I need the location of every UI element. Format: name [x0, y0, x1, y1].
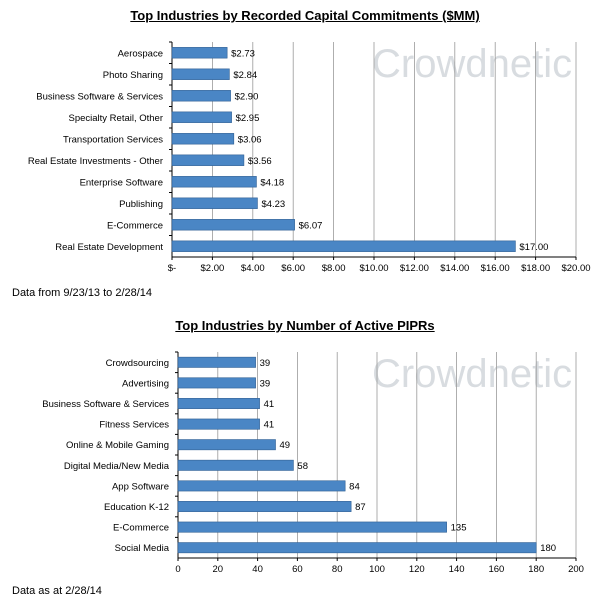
x-tick-label: 20	[213, 564, 224, 575]
bar-value-label: $3.06	[238, 134, 262, 145]
x-tick-label: 160	[488, 564, 504, 575]
category-label: App Software	[112, 481, 169, 492]
bar-value-label: 39	[260, 358, 271, 369]
bar	[177, 542, 537, 554]
bar	[171, 240, 516, 252]
category-label: Photo Sharing	[103, 70, 163, 81]
category-label: Business Software & Services	[42, 399, 169, 410]
x-tick-label: 0	[175, 564, 180, 575]
bar-value-label: $4.18	[260, 177, 284, 188]
bar-value-label: $2.95	[236, 113, 260, 124]
category-label: Aerospace	[118, 48, 163, 59]
x-tick-label: 100	[369, 564, 385, 575]
x-tick-label: $-	[168, 263, 176, 274]
bar	[177, 459, 294, 471]
x-tick-label: $10.00	[359, 263, 388, 274]
active-piprs-chart: Top Industries by Number of Active PIPRs…	[0, 310, 610, 608]
x-tick-label: 60	[292, 564, 303, 575]
bar	[177, 418, 260, 430]
bar	[177, 398, 260, 409]
date-range-note: Data from 9/23/13 to 2/28/14	[12, 287, 153, 299]
bar-value-label: $2.90	[235, 91, 259, 102]
category-label: Transportation Services	[63, 134, 163, 145]
x-tick-label: $16.00	[481, 263, 510, 274]
bar-value-label: 41	[264, 399, 275, 410]
bar-value-label: $6.07	[299, 220, 323, 231]
bar-value-label: 87	[355, 502, 366, 513]
bar	[171, 111, 232, 123]
x-tick-label: $2.00	[201, 263, 225, 274]
bar	[177, 356, 256, 368]
bar-value-label: 135	[451, 523, 467, 534]
bar	[171, 154, 245, 166]
category-label: Business Software & Services	[36, 91, 163, 102]
bar-value-label: $17.00	[519, 242, 548, 253]
category-label: Digital Media/New Media	[64, 461, 170, 472]
x-tick-label: 180	[528, 564, 544, 575]
bar	[171, 219, 295, 231]
category-label: Specialty Retail, Other	[68, 113, 163, 124]
bar	[177, 439, 276, 451]
category-label: Real Estate Investments - Other	[28, 156, 163, 167]
watermark-text: Crowdnetic	[372, 42, 572, 86]
x-tick-label: $6.00	[281, 263, 305, 274]
category-label: Enterprise Software	[80, 177, 163, 188]
bar	[171, 197, 258, 209]
bar-value-label: 180	[540, 543, 556, 554]
category-label: Advertising	[122, 378, 169, 389]
x-tick-label: 40	[252, 564, 263, 575]
bar	[177, 377, 256, 389]
category-label: Online & Mobile Gaming	[66, 440, 169, 451]
x-tick-label: 140	[449, 564, 465, 575]
bar	[171, 68, 230, 80]
category-label: E-Commerce	[113, 523, 169, 534]
capital-commitments-plot: Crowdnetic $- $2.00 $4.00 $6.00 $8.00 $10.00 $1…	[28, 41, 591, 274]
bar	[177, 501, 352, 512]
category-label: Social Media	[115, 543, 170, 554]
category-label: Fitness Services	[99, 420, 169, 431]
bar-value-label: $3.56	[248, 156, 272, 167]
watermark-text: Crowdnetic	[372, 352, 572, 396]
x-tick-label: 120	[409, 564, 425, 575]
chart-title: Top Industries by Number of Active PIPRs	[175, 318, 435, 333]
category-label: Real Estate Development	[55, 242, 163, 253]
data-as-at-note: Data as at 2/28/14	[12, 585, 102, 597]
bar-value-label: 41	[264, 420, 275, 431]
chart-title: Top Industries by Recorded Capital Commi…	[130, 8, 480, 23]
capital-commitments-chart: Top Industries by Recorded Capital Commi…	[0, 0, 610, 300]
x-tick-label: $18.00	[521, 263, 550, 274]
bar	[177, 521, 447, 533]
bar-value-label: $2.84	[233, 70, 257, 81]
bar-value-label: 84	[349, 481, 360, 492]
category-label: Crowdsourcing	[106, 358, 169, 369]
x-tick-label: $8.00	[322, 263, 346, 274]
bar-value-label: $2.73	[231, 48, 255, 59]
bar	[171, 47, 228, 59]
x-tick-label: $14.00	[440, 263, 469, 274]
x-tick-label: 200	[568, 564, 584, 575]
x-tick-label: $4.00	[241, 263, 265, 274]
bar-value-label: 49	[280, 440, 291, 451]
bar	[171, 90, 231, 102]
category-label: Education K-12	[104, 502, 169, 513]
x-tick-label: 80	[332, 564, 343, 575]
x-tick-label: $20.00	[561, 263, 590, 274]
x-tick-label: $12.00	[400, 263, 429, 274]
category-label: E-Commerce	[107, 220, 163, 231]
bar	[171, 176, 257, 188]
category-label: Publishing	[119, 199, 163, 210]
bar-value-label: 58	[297, 461, 308, 472]
bar	[171, 133, 235, 145]
bar-value-label: $4.23	[261, 199, 285, 210]
bar	[177, 480, 346, 492]
bar-value-label: 39	[260, 378, 271, 389]
active-piprs-plot: Crowdnetic 0 20 40 60 80 100 120 140 160 180 200 Cro…	[42, 351, 584, 575]
